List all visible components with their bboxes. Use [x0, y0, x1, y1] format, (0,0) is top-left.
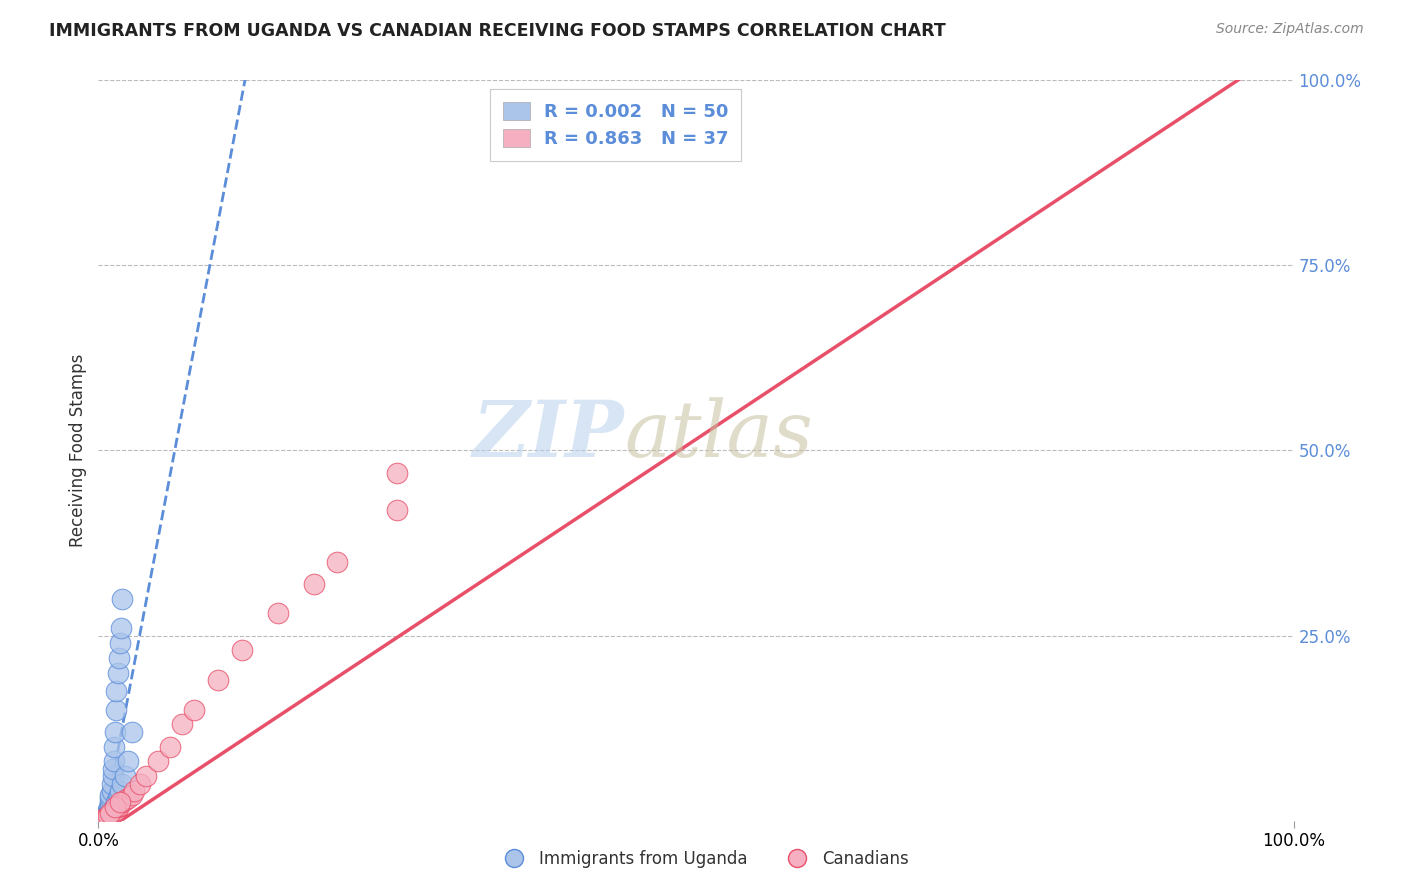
Point — [91, 812, 114, 826]
Y-axis label: Receiving Food Stamps: Receiving Food Stamps — [69, 354, 87, 547]
Point — [129, 776, 152, 791]
Point — [98, 809, 121, 823]
Point — [207, 673, 229, 687]
Point — [93, 812, 115, 826]
Point — [183, 703, 205, 717]
Point — [97, 803, 120, 817]
Point — [104, 798, 127, 813]
Point — [103, 805, 125, 819]
Point — [94, 811, 117, 825]
Text: Source: ZipAtlas.com: Source: ZipAtlas.com — [1216, 22, 1364, 37]
Point — [117, 755, 139, 769]
Point — [91, 812, 114, 826]
Point — [97, 809, 120, 823]
Legend: R = 0.002   N = 50, R = 0.863   N = 37: R = 0.002 N = 50, R = 0.863 N = 37 — [489, 89, 741, 161]
Point — [172, 717, 194, 731]
Point — [124, 784, 146, 798]
Point — [101, 769, 124, 783]
Point — [103, 739, 125, 754]
Point — [94, 811, 117, 825]
Point — [107, 665, 129, 680]
Point — [121, 724, 143, 739]
Point — [98, 795, 122, 809]
Point — [101, 806, 124, 821]
Point — [93, 810, 115, 824]
Point — [98, 800, 121, 814]
Point — [110, 621, 132, 635]
Point — [302, 576, 325, 591]
Point — [96, 810, 118, 824]
Point — [104, 800, 127, 814]
Point — [107, 791, 129, 805]
Point — [100, 776, 122, 791]
Point — [111, 591, 134, 606]
Point — [121, 788, 143, 802]
Point — [108, 784, 131, 798]
Point — [91, 813, 114, 827]
Point — [107, 798, 129, 813]
Point — [107, 650, 129, 665]
Point — [94, 812, 117, 826]
Point — [103, 803, 125, 817]
Text: IMMIGRANTS FROM UGANDA VS CANADIAN RECEIVING FOOD STAMPS CORRELATION CHART: IMMIGRANTS FROM UGANDA VS CANADIAN RECEI… — [49, 22, 946, 40]
Point — [104, 724, 127, 739]
Point — [96, 806, 118, 821]
Point — [100, 784, 122, 798]
Point — [98, 808, 122, 822]
Point — [94, 809, 117, 823]
Point — [148, 755, 170, 769]
Point — [101, 762, 124, 776]
Point — [107, 800, 129, 814]
Text: ZIP: ZIP — [472, 398, 624, 474]
Point — [385, 502, 409, 516]
Point — [111, 776, 134, 791]
Point — [91, 812, 114, 826]
Point — [100, 807, 122, 822]
Point — [107, 788, 129, 802]
Point — [94, 808, 117, 822]
Point — [108, 795, 131, 809]
Point — [117, 791, 139, 805]
Point — [97, 809, 120, 823]
Point — [98, 798, 122, 813]
Point — [114, 793, 136, 807]
Point — [326, 555, 349, 569]
Point — [267, 607, 290, 621]
Point — [105, 703, 128, 717]
Point — [91, 812, 114, 826]
Point — [98, 806, 122, 821]
Point — [97, 810, 120, 824]
Point — [111, 795, 134, 809]
Point — [101, 806, 124, 821]
Point — [159, 739, 181, 754]
Point — [93, 811, 115, 825]
Point — [98, 791, 122, 805]
Point — [97, 805, 120, 819]
Point — [114, 769, 136, 783]
Text: atlas: atlas — [624, 398, 813, 474]
Point — [231, 643, 253, 657]
Point — [105, 684, 128, 698]
Point — [91, 813, 114, 827]
Point — [98, 807, 122, 822]
Point — [108, 636, 131, 650]
Point — [98, 788, 122, 802]
Point — [96, 807, 118, 822]
Point — [135, 769, 157, 783]
Point — [103, 755, 125, 769]
Point — [100, 807, 122, 822]
Point — [105, 795, 128, 809]
Point — [98, 802, 121, 816]
Point — [105, 803, 128, 817]
Point — [96, 811, 118, 825]
Legend: Immigrants from Uganda, Canadians: Immigrants from Uganda, Canadians — [491, 844, 915, 875]
Point — [98, 808, 121, 822]
Point — [385, 466, 409, 480]
Point — [93, 812, 115, 826]
